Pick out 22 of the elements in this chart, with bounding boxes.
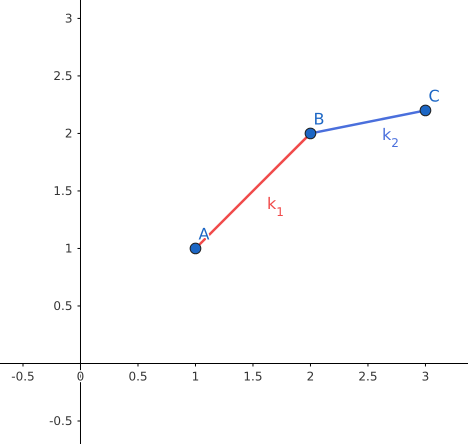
x-tick-label: 3	[422, 369, 430, 384]
point	[420, 104, 432, 116]
x-tick-label: 2.5	[358, 369, 378, 384]
point	[190, 242, 202, 254]
x-tick-label: 2	[306, 369, 314, 384]
y-tick-label: 0.5	[53, 299, 72, 314]
point	[304, 128, 316, 140]
y-tick-label: 2	[64, 126, 72, 141]
x-tick-label: 1.5	[243, 369, 263, 384]
y-tick-label: 3	[64, 12, 72, 26]
y-tick-label: -0.5	[49, 414, 72, 428]
annotation: B	[313, 109, 324, 128]
y-tick-label: 2.5	[53, 69, 72, 84]
y-tick-label: 1	[64, 242, 72, 256]
x-tick-label: 1	[192, 369, 200, 384]
y-tick-label: 1.5	[53, 184, 72, 198]
annotation: A	[198, 224, 210, 244]
series-label: k$_{1}$	[266, 194, 284, 219]
x-tick-label: 0.5	[128, 369, 148, 384]
annotation: C	[428, 86, 440, 106]
x-tick-label: -0.5	[11, 369, 35, 384]
series-label: k$_{2}$	[382, 124, 399, 150]
